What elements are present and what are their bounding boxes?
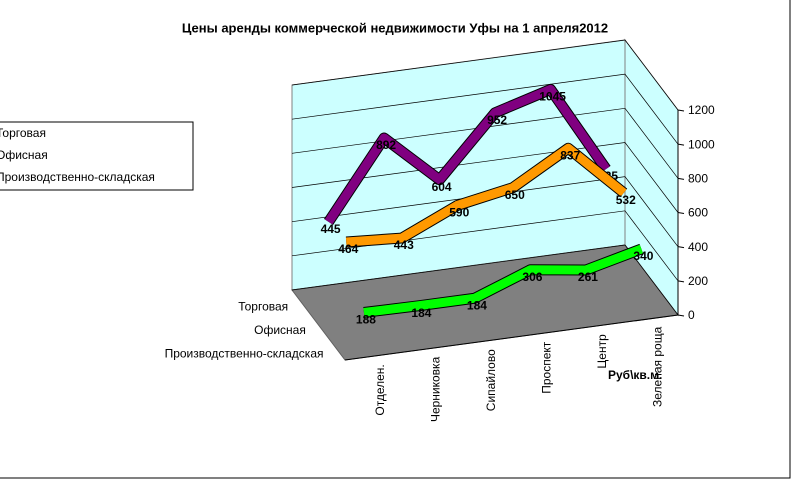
grid-line <box>291 39 679 111</box>
depth-label: Торговая <box>238 300 288 314</box>
series-line <box>345 143 627 247</box>
chart-title: Цены аренды коммерческой недвижимости Уф… <box>182 20 608 35</box>
y-tick-label: 600 <box>688 206 708 220</box>
data-label: 892 <box>376 138 396 152</box>
y-tick-label: 0 <box>688 308 695 322</box>
grid-line <box>291 107 679 179</box>
data-label: 184 <box>411 306 431 320</box>
grid-line <box>291 142 679 213</box>
x-tick-label: Черниковка <box>428 356 442 422</box>
grid-line <box>291 73 679 145</box>
legend-label: Производственно-складская <box>0 170 155 184</box>
y-tick-label: 400 <box>688 240 708 254</box>
series-line <box>363 244 644 317</box>
y-axis-title: Руб\кв.м. <box>608 368 662 382</box>
data-label: 590 <box>449 206 469 220</box>
data-label: 1045 <box>539 90 566 104</box>
y-tick-label: 200 <box>688 274 708 288</box>
data-label: 650 <box>505 188 525 202</box>
data-label: 464 <box>338 242 358 256</box>
y-tick <box>677 143 685 146</box>
x-tick-label: Проспект <box>539 341 553 394</box>
x-tick-label: Зеленая роща <box>650 326 664 407</box>
data-label: 306 <box>522 270 542 284</box>
x-tick-label: Отделен. <box>373 364 387 415</box>
data-label: 443 <box>394 238 414 252</box>
y-tick <box>677 109 685 112</box>
data-label: 952 <box>487 113 507 127</box>
x-tick-label: Сипайлово <box>484 349 498 411</box>
data-label: 445 <box>321 222 341 236</box>
grid-line <box>291 176 679 247</box>
y-tick <box>677 177 685 180</box>
data-label: 532 <box>616 193 636 207</box>
legend-box <box>0 121 194 191</box>
legend-label: Торговая <box>0 126 46 140</box>
data-label: 837 <box>560 148 580 162</box>
data-label: 604 <box>432 180 452 194</box>
legend: Торговая Офисная Производственно-складская <box>0 121 194 191</box>
y-tick <box>677 246 685 249</box>
x-axis <box>344 314 679 361</box>
series-line <box>324 84 610 225</box>
y-tick <box>677 314 685 317</box>
grid-line <box>291 244 679 316</box>
data-label: 184 <box>467 298 487 312</box>
y-tick-label: 800 <box>688 172 708 186</box>
data-label: 261 <box>578 270 598 284</box>
y-tick <box>677 212 685 214</box>
y-tick <box>677 280 685 283</box>
x-tick-label: Центр <box>595 334 609 369</box>
depth-label: Производственно-складская <box>165 346 324 360</box>
legend-label: Офисная <box>0 148 48 162</box>
data-label: 340 <box>633 249 653 263</box>
data-label: 188 <box>356 313 376 327</box>
depth-label: Офисная <box>254 323 306 337</box>
y-tick-label: 1000 <box>688 137 715 151</box>
y-tick-label: 1200 <box>688 103 715 117</box>
